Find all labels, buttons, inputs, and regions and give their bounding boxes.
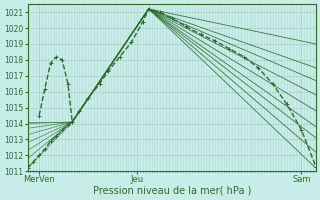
X-axis label: Pression niveau de la mer( hPa ): Pression niveau de la mer( hPa ) (92, 186, 251, 196)
